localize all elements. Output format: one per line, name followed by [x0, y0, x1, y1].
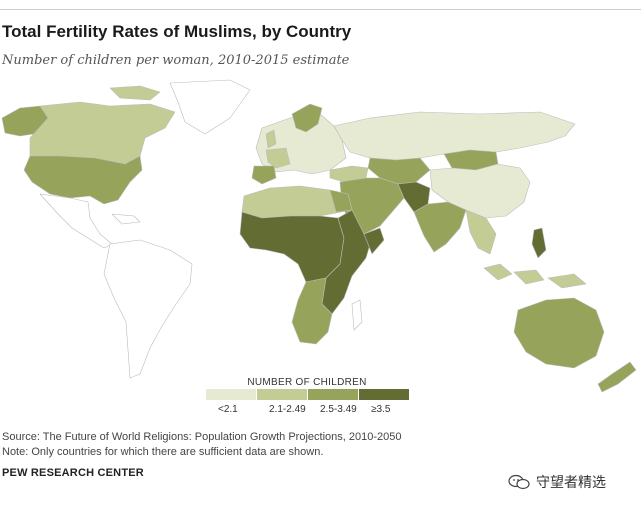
- source-note: Source: The Future of World Religions: P…: [2, 431, 402, 443]
- region-madagascar: [351, 299, 363, 331]
- region-caribbean: [111, 213, 141, 225]
- watermark: 守望者精选: [508, 472, 606, 492]
- world-map: [1, 79, 637, 393]
- region-philippines: [531, 227, 547, 259]
- legend-label-lt-2-1: <2.1: [218, 404, 238, 415]
- region-horn-of-africa: [363, 227, 385, 255]
- region-indonesia-east: [547, 273, 587, 289]
- region-iberia: [251, 165, 277, 185]
- region-scandinavia: [291, 103, 323, 133]
- chart-title: Total Fertility Rates of Muslims, by Cou…: [2, 22, 352, 41]
- region-south-america: [103, 239, 193, 379]
- region-indonesia-central: [513, 269, 545, 285]
- region-new-zealand: [597, 361, 637, 393]
- region-france: [265, 147, 291, 169]
- region-greenland: [169, 79, 251, 135]
- legend-label-gte-3-5: ≥3.5: [371, 404, 391, 415]
- organization-credit: PEW RESEARCH CENTER: [2, 467, 144, 479]
- legend-label-2-1-2-49: 2.1-2.49: [269, 404, 306, 415]
- region-west-central-africa: [239, 211, 345, 283]
- region-south-asia: [413, 201, 467, 253]
- region-united-states: [23, 155, 143, 205]
- region-canada-islands: [109, 85, 161, 101]
- legend-label-2-5-3-49: 2.5-3.49: [320, 404, 357, 415]
- legend-labels: <2.1 2.1-2.49 2.5-3.49 ≥3.5: [206, 404, 410, 415]
- legend-title: NUMBER OF CHILDREN: [247, 377, 367, 388]
- wechat-icon: [508, 474, 530, 490]
- top-rule: [0, 9, 641, 10]
- legend-swatch-2-1-2-49: [257, 389, 307, 400]
- region-uk: [265, 129, 277, 149]
- region-southeast-asia: [465, 209, 497, 255]
- region-indonesia-west: [483, 263, 513, 281]
- region-southern-africa: [291, 277, 333, 345]
- chart-subtitle: Number of children per woman, 2010-2015 …: [2, 53, 350, 68]
- legend-swatch-2-5-3-49: [308, 389, 358, 400]
- region-australia: [513, 297, 605, 369]
- region-canada: [29, 101, 176, 165]
- legend-swatches: [206, 389, 410, 400]
- legend-swatch-gte-3-5: [359, 389, 409, 400]
- legend-swatch-lt-2-1: [206, 389, 256, 400]
- region-russia: [333, 111, 576, 161]
- watermark-text: 守望者精选: [536, 475, 606, 491]
- data-note: Note: Only countries for which there are…: [2, 446, 324, 458]
